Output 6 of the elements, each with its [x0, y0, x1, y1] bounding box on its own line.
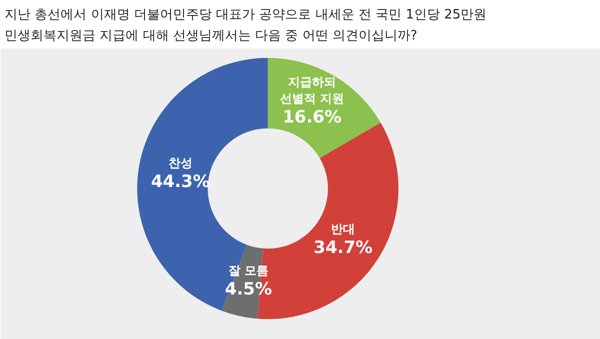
- slice-label: 지급하되 선별적 지원: [280, 74, 344, 106]
- chart-title: 지난 총선에서 이재명 더불어민주당 대표가 공약으로 내세운 전 국민 1인당 25만원 민생회복지원금 지급에 대해 선생님께서는 다음 중 어떤 의견이십니까?: [4, 8, 487, 44]
- data-label: 16.6%: [282, 108, 342, 128]
- data-label: 34.7%: [314, 238, 373, 258]
- slice-label: 찬성: [168, 156, 192, 170]
- slice-label: 반대: [331, 222, 356, 236]
